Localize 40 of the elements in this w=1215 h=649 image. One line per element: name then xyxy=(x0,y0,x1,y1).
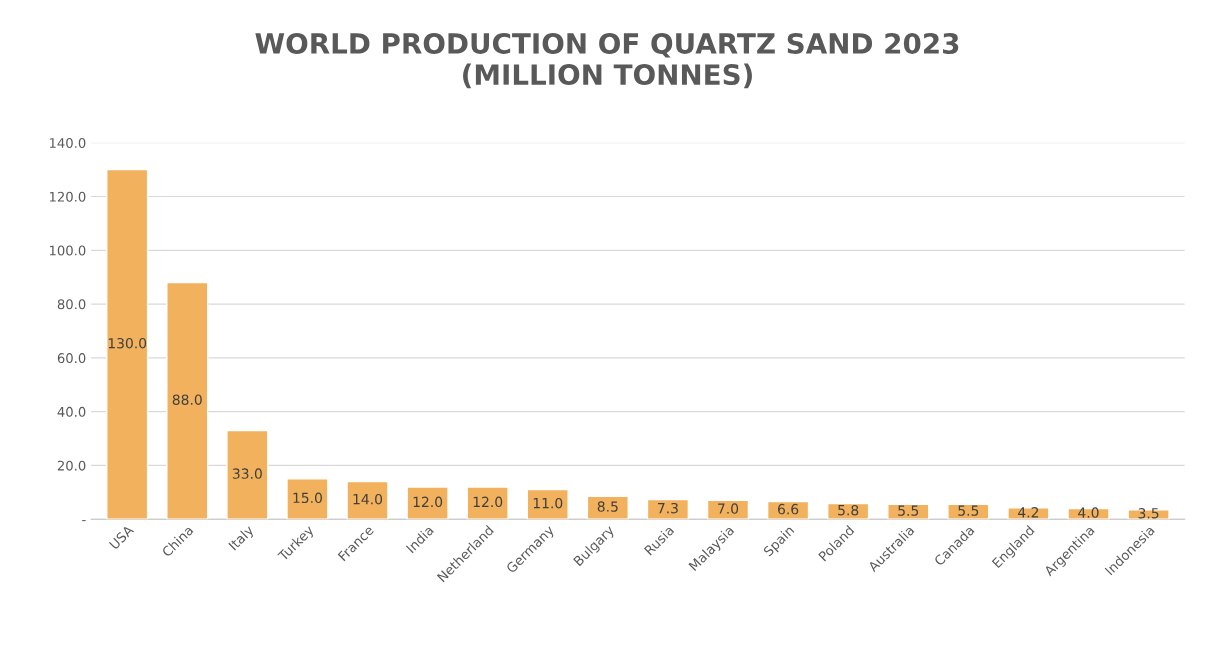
bar xyxy=(466,486,509,520)
bar xyxy=(226,429,269,520)
bar xyxy=(346,480,389,520)
data-label: 4.2 xyxy=(1018,507,1039,518)
data-label: 6.6 xyxy=(778,503,799,515)
data-label: 4.0 xyxy=(1078,507,1099,518)
data-label: 7.0 xyxy=(718,503,739,514)
bar xyxy=(166,281,209,520)
data-label: 14.0 xyxy=(353,493,383,505)
y-tick-label: - xyxy=(82,520,86,522)
bar xyxy=(406,486,449,520)
y-tick-label: 100.0 xyxy=(49,245,86,256)
y-tick-label: 80.0 xyxy=(57,299,86,310)
y-tick-label: 60.0 xyxy=(57,353,86,364)
y-tick-label: 40.0 xyxy=(57,406,86,417)
data-label: 15.0 xyxy=(293,492,322,504)
data-label: 3.5 xyxy=(1138,508,1159,519)
chart-title: WORLD PRODUCTION OF QUARTZ SAND 2023 (MILLION TONNES) xyxy=(255,32,959,89)
y-tick-label: 120.0 xyxy=(49,191,86,202)
data-label: 5.8 xyxy=(838,504,859,516)
data-label: 130.0 xyxy=(108,337,147,349)
bar xyxy=(106,168,149,520)
data-label: 11.0 xyxy=(533,497,563,509)
y-tick-label: 140.0 xyxy=(49,138,86,148)
bar xyxy=(286,478,329,520)
data-label: 5.5 xyxy=(898,505,919,516)
data-label: 12.0 xyxy=(413,496,443,508)
bar xyxy=(646,498,690,520)
data-label: 12.0 xyxy=(473,496,503,508)
y-tick-label: 20.0 xyxy=(57,460,86,471)
bar xyxy=(1007,507,1050,520)
bar xyxy=(1127,509,1170,520)
data-label: 8.5 xyxy=(597,501,618,512)
data-label: 88.0 xyxy=(172,394,202,405)
data-label: 7.3 xyxy=(658,502,678,514)
data-label: 5.5 xyxy=(958,505,979,516)
data-label: 33.0 xyxy=(232,468,262,479)
bar xyxy=(526,488,569,520)
x-tick-label: USA xyxy=(108,524,135,550)
bar xyxy=(586,495,629,520)
